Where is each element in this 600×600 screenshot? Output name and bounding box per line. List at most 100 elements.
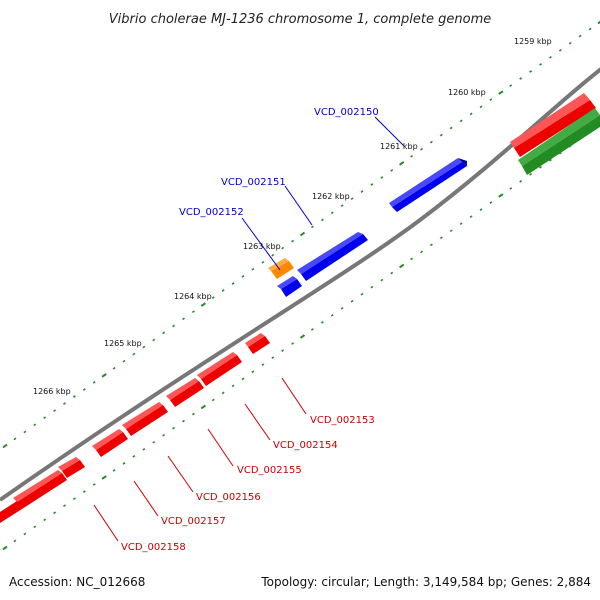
tick-mark <box>122 462 126 465</box>
label-vcd-002153[interactable]: VCD_002153 <box>310 415 375 426</box>
gene-right-green[interactable] <box>518 108 600 175</box>
scale-labels: 1259 kbp 1260 kbp 1261 kbp 1262 kbp 1263… <box>33 37 552 396</box>
label-vcd-002150[interactable]: VCD_002150 <box>314 107 379 118</box>
label-vcd-002154[interactable]: VCD_002154 <box>273 440 338 451</box>
tick-mark <box>152 440 156 444</box>
label-vcd-002152[interactable]: VCD_002152 <box>179 207 244 218</box>
tick-mark <box>390 169 394 172</box>
tick-mark <box>449 229 453 233</box>
tick-mark <box>558 151 562 155</box>
tick-mark <box>281 246 285 250</box>
gene-vcd-002156[interactable] <box>122 402 168 436</box>
tick-mark <box>291 239 295 243</box>
tick-mark <box>142 447 146 451</box>
tick-mark <box>191 412 195 416</box>
label-vcd-002155[interactable]: VCD_002155 <box>237 465 302 476</box>
gene-vcd-002154[interactable] <box>197 352 242 386</box>
tick-mark <box>390 271 394 275</box>
label-vcd-002157[interactable]: VCD_002157 <box>161 516 226 527</box>
gene-vcd-002158[interactable] <box>0 457 85 523</box>
tick-mark <box>380 176 384 179</box>
scale-label-1259: 1259 kbp <box>514 37 552 46</box>
tick-mark <box>519 77 523 80</box>
tick-mark <box>211 296 215 299</box>
tick-mark <box>299 334 306 339</box>
leader-vcd-002150 <box>374 116 405 147</box>
label-vcd-002151[interactable]: VCD_002151 <box>221 177 286 188</box>
leader-vcd-002151 <box>284 185 313 226</box>
gene-right-red[interactable] <box>510 93 596 157</box>
tick-mark <box>330 211 334 215</box>
gene-vcd-002150[interactable] <box>389 158 467 212</box>
tick-mark <box>509 84 513 87</box>
label-vcd-002158[interactable]: VCD_002158 <box>121 542 186 553</box>
scale-label-1264: 1264 kbp <box>174 292 212 301</box>
tick-mark <box>261 260 265 264</box>
tick-mark <box>429 243 433 247</box>
gene-orange[interactable] <box>268 258 294 279</box>
reverse-genes <box>0 333 270 523</box>
tick-mark <box>588 27 592 31</box>
tick-mark <box>399 161 405 166</box>
tick-mark <box>142 345 146 349</box>
gene-vcd-002157[interactable] <box>92 429 128 457</box>
tick-mark <box>33 525 37 529</box>
tick-mark <box>231 384 235 388</box>
tick-mark <box>152 338 156 342</box>
tick-mark <box>72 395 76 398</box>
tick-mark <box>92 483 96 486</box>
scale-label-1265: 1265 kbp <box>104 339 142 348</box>
tick-mark <box>469 112 473 116</box>
tick-mark <box>72 497 76 500</box>
tick-mark <box>221 391 225 395</box>
tick-mark <box>420 250 423 254</box>
tick-mark <box>241 275 245 278</box>
tick-mark <box>340 204 344 208</box>
forward-genes <box>268 158 467 297</box>
tick-mark <box>271 253 275 257</box>
tick-mark <box>2 545 8 551</box>
tick-mark <box>101 373 107 378</box>
tick-mark <box>420 147 423 151</box>
genome-summary: Topology: circular; Length: 3,149,584 bp… <box>260 575 591 589</box>
tick-mark <box>82 388 86 391</box>
tick-mark <box>498 193 504 198</box>
tick-mark <box>410 257 414 261</box>
tick-mark <box>33 423 37 427</box>
tick-mark <box>340 306 344 310</box>
gene-vcd-002151[interactable] <box>297 232 368 281</box>
tick-mark <box>519 180 523 183</box>
tick-mark <box>112 469 116 472</box>
tick-mark <box>459 119 463 123</box>
tick-mark <box>509 187 513 190</box>
tick-mark <box>299 231 306 237</box>
leader-vcd-002154 <box>244 403 271 441</box>
label-vcd-002156[interactable]: VCD_002156 <box>196 492 261 503</box>
tick-mark <box>211 398 215 402</box>
gene-vcd-002155[interactable] <box>166 378 204 407</box>
tick-mark <box>370 285 374 289</box>
tick-mark <box>221 289 225 292</box>
tick-mark <box>529 173 533 176</box>
label-leaders <box>93 116 405 542</box>
tick-mark <box>310 328 314 331</box>
tick-mark <box>479 105 483 109</box>
leader-vcd-002156 <box>167 455 194 493</box>
tick-mark <box>410 154 414 158</box>
leader-vcd-002153 <box>281 377 307 415</box>
tick-mark <box>449 126 453 130</box>
tick-mark <box>360 292 364 296</box>
tick-mark <box>132 455 136 458</box>
tick-mark <box>320 321 324 324</box>
tick-mark <box>597 20 600 25</box>
tick-mark <box>172 324 176 328</box>
leader-vcd-002155 <box>207 428 234 467</box>
tick-mark <box>429 140 433 144</box>
tick-mark <box>251 267 255 271</box>
gene-vcd-002152[interactable] <box>277 276 302 297</box>
map-title: Vibrio cholerae MJ-1236 chromosome 1, co… <box>109 12 491 27</box>
gene-vcd-002153[interactable] <box>245 333 270 354</box>
tick-mark <box>200 404 206 410</box>
scale-label-1266: 1266 kbp <box>33 387 71 396</box>
